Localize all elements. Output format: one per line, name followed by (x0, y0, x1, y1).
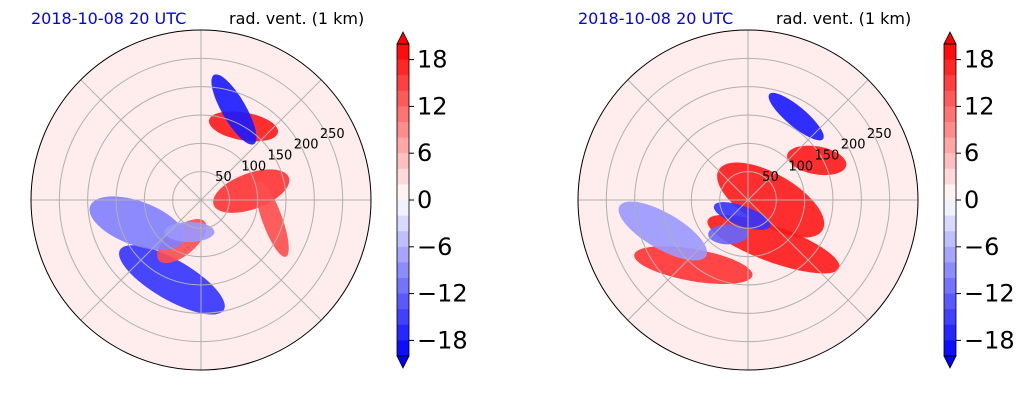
colorbar-tick-label: −18 (964, 326, 1015, 354)
colorbar-segment (397, 184, 409, 201)
field-blob (89, 196, 185, 251)
field-blob (618, 201, 708, 261)
colorbar-segment (397, 122, 409, 139)
colorbar-segment (944, 106, 956, 123)
colorbar: 18 12 6 0 −6 −12 −18 (943, 31, 1015, 369)
colorbar-tick-label: 0 (417, 186, 432, 214)
colorbar-segment (397, 215, 409, 232)
radial-tick-label: 150 (815, 148, 840, 163)
grid-spoke (80, 79, 202, 201)
chart-title-right: rad. vent. (1 km) (229, 9, 364, 28)
colorbar-segment (397, 59, 409, 76)
colorbar-tick-label: −12 (964, 280, 1015, 308)
polar-grid (578, 30, 918, 370)
colorbar-segment (944, 324, 956, 341)
grid-spoke (200, 199, 322, 321)
chart-panel-left: 2018-10-08 20 UTC rad. vent. (1 km) 50 10… (30, 9, 468, 371)
grid-spoke (747, 79, 869, 201)
colorbar: 18 12 6 0 −6 −12 −18 (396, 31, 468, 369)
field-blob (713, 202, 771, 230)
colorbar-extend-max (396, 31, 410, 45)
field-blob (164, 221, 215, 242)
colorbar-extend-min (943, 355, 957, 369)
colorbar-segment (944, 75, 956, 92)
colorbar-tick-label: 18 (417, 46, 448, 74)
colorbar-segment (397, 324, 409, 341)
colorbar-segment (397, 293, 409, 310)
colorbar-segment (944, 137, 956, 154)
colorbar-segment (397, 75, 409, 92)
radial-tick-label: 250 (867, 127, 892, 142)
colorbar-tick-label: −6 (964, 233, 999, 261)
radial-tick-label: 100 (241, 159, 266, 174)
colorbar-segment (397, 340, 409, 357)
colorbar-segment (397, 231, 409, 248)
colorbar-segment (397, 44, 409, 61)
colorbar-segment (397, 246, 409, 263)
colorbar-segment (397, 106, 409, 123)
radial-tick-label: 50 (762, 170, 779, 185)
colorbar-segment (944, 262, 956, 279)
colorbar-tick-label: 6 (417, 139, 432, 167)
polar-grid (31, 30, 371, 370)
polar-outline (577, 29, 919, 371)
chart-title-left: 2018-10-08 20 UTC (31, 9, 186, 28)
colorbar-segment (944, 122, 956, 139)
colorbar-tick-label: −12 (417, 280, 468, 308)
grid-spoke (627, 79, 749, 201)
polar-outline (30, 29, 372, 371)
radial-tick-label: 250 (320, 127, 345, 142)
colorbar-segment (944, 215, 956, 232)
colorbar-tick-label: 12 (417, 92, 448, 120)
colorbar-segment (944, 231, 956, 248)
colorbar-segment (397, 153, 409, 170)
colorbar-tick-label: 0 (964, 186, 979, 214)
colorbar-tick-label: 18 (964, 46, 995, 74)
radial-tick-label: 200 (841, 138, 866, 153)
radial-tick-label: 50 (215, 170, 232, 185)
colorbar-segment (944, 153, 956, 170)
colorbar-segment (944, 184, 956, 201)
colorbar-segment (397, 262, 409, 279)
colorbar-tick-label: 6 (964, 139, 979, 167)
grid-spoke (80, 199, 202, 321)
polar-chart-svg: 2018-10-08 20 UTC rad. vent. (1 km) 50 10… (30, 9, 468, 371)
chart-title-left: 2018-10-08 20 UTC (578, 9, 733, 28)
grid-spoke (200, 79, 322, 201)
colorbar-segment (397, 168, 409, 185)
colorbar-segment (944, 293, 956, 310)
colorbar-segment (944, 340, 956, 357)
colorbar-segment (944, 200, 956, 217)
chart-panel-right: 2018-10-08 20 UTC rad. vent. (1 km) 50 10… (547, 0, 1028, 401)
grid-spoke (747, 199, 869, 321)
colorbar-segment (397, 90, 409, 107)
colorbar-segment (397, 137, 409, 154)
colorbar-segment (944, 90, 956, 107)
colorbar-segment (944, 309, 956, 326)
colorbar-segment (944, 59, 956, 76)
colorbar-tick-label: −18 (417, 326, 468, 354)
radial-tick-label: 200 (294, 138, 319, 153)
grid-spoke (627, 199, 749, 321)
radial-tick-label: 100 (788, 159, 813, 174)
radial-tick-label: 150 (268, 148, 293, 163)
field-blob (787, 145, 847, 176)
colorbar-segment (397, 278, 409, 295)
polar-chart-svg: 2018-10-08 20 UTC rad. vent. (1 km) 50 10… (577, 9, 1015, 371)
colorbar-segment (944, 246, 956, 263)
colorbar-extend-min (396, 355, 410, 369)
colorbar-segment (944, 168, 956, 185)
colorbar-extend-max (943, 31, 957, 45)
colorbar-segment (944, 44, 956, 61)
colorbar-segment (397, 309, 409, 326)
colorbar-tick-label: 12 (964, 92, 995, 120)
colorbar-segment (944, 278, 956, 295)
colorbar-tick-label: −6 (417, 233, 452, 261)
colorbar-segment (397, 200, 409, 217)
chart-title-right: rad. vent. (1 km) (776, 9, 911, 28)
field-blob (768, 92, 824, 141)
